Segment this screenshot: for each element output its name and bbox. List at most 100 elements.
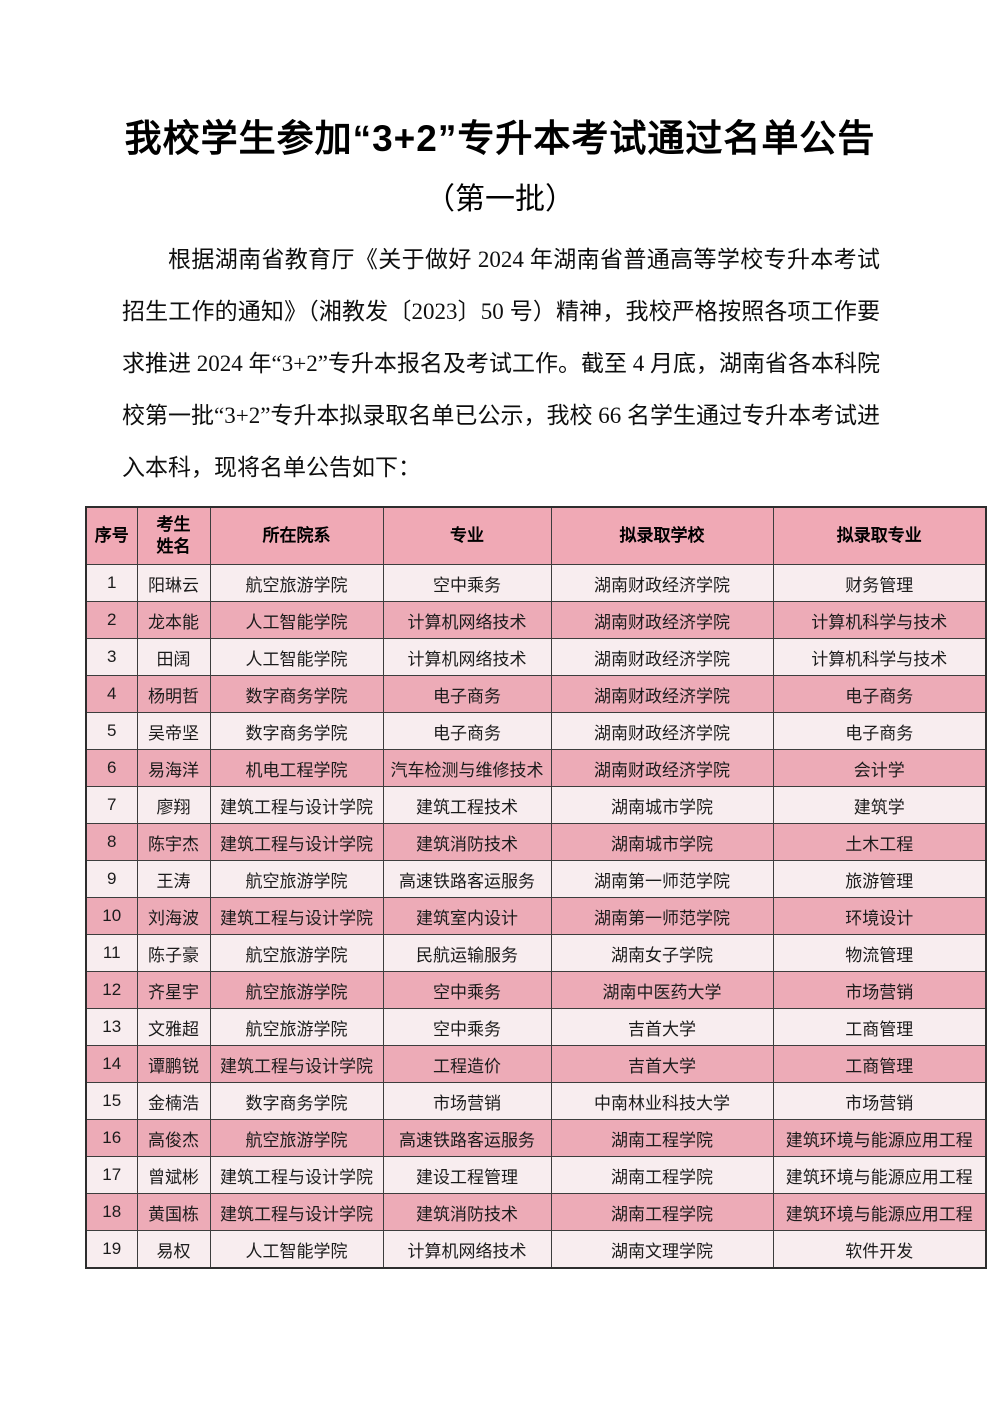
table-cell: 陈子豪 [136, 934, 211, 972]
table-row: 12 齐星宇 航空旅游学院 空中乘务 湖南中医药大学 市场营销 [85, 971, 987, 1009]
table-cell: 湖南财政经济学院 [550, 638, 774, 676]
table-cell: 电子商务 [382, 675, 552, 713]
table-row: 2 龙本能 人工智能学院 计算机网络技术 湖南财政经济学院 计算机科学与技术 [85, 601, 987, 639]
table-cell: 19 [85, 1230, 138, 1269]
table-cell: 计算机网络技术 [382, 1230, 552, 1269]
table-cell: 航空旅游学院 [209, 860, 384, 898]
table-cell: 9 [85, 860, 138, 898]
table-cell: 杨明哲 [136, 675, 211, 713]
table-cell: 齐星宇 [136, 971, 211, 1009]
table-cell: 数字商务学院 [209, 712, 384, 750]
table-header-cell: 拟录取学校 [550, 506, 774, 565]
table-cell: 建筑环境与能源应用工程 [772, 1119, 987, 1157]
table-row: 9 王涛 航空旅游学院 高速铁路客运服务 湖南第一师范学院 旅游管理 [85, 860, 987, 898]
table-cell: 金楠浩 [136, 1082, 211, 1120]
table-cell: 湖南城市学院 [550, 823, 774, 861]
table-cell: 市场营销 [772, 1082, 987, 1120]
table-cell: 计算机网络技术 [382, 601, 552, 639]
table-cell: 建筑环境与能源应用工程 [772, 1193, 987, 1231]
table-cell: 物流管理 [772, 934, 987, 972]
table-row: 13 文雅超 航空旅游学院 空中乘务 吉首大学 工商管理 [85, 1008, 987, 1046]
table-cell: 建筑工程与设计学院 [209, 897, 384, 935]
table-cell: 13 [85, 1008, 138, 1046]
table-cell: 建筑学 [772, 786, 987, 824]
table-cell: 17 [85, 1156, 138, 1194]
table-cell: 旅游管理 [772, 860, 987, 898]
table-cell: 高速铁路客运服务 [382, 1119, 552, 1157]
table-row: 10 刘海波 建筑工程与设计学院 建筑室内设计 湖南第一师范学院 环境设计 [85, 897, 987, 935]
table-cell: 湖南第一师范学院 [550, 860, 774, 898]
table-cell: 湖南中医药大学 [550, 971, 774, 1009]
table-cell: 易权 [136, 1230, 211, 1269]
table-cell: 电子商务 [382, 712, 552, 750]
table-cell: 湖南城市学院 [550, 786, 774, 824]
table-header: 序号 考生 姓名 所在院系 专业 拟录取学校 拟录取专业 [85, 506, 987, 565]
table-cell: 5 [85, 712, 138, 750]
table-cell: 湖南财政经济学院 [550, 675, 774, 713]
table-row: 15 金楠浩 数字商务学院 市场营销 中南林业科技大学 市场营销 [85, 1082, 987, 1120]
admission-results-table: 序号 考生 姓名 所在院系 专业 拟录取学校 拟录取专业 1 阳琳云 航空旅游学院 空中乘务 湖南… [85, 506, 987, 1269]
table-cell: 1 [85, 564, 138, 602]
table-cell: 工程造价 [382, 1045, 552, 1083]
table-cell: 黄国栋 [136, 1193, 211, 1231]
table-cell: 工商管理 [772, 1045, 987, 1083]
table-cell: 建筑工程与设计学院 [209, 1045, 384, 1083]
table-cell: 15 [85, 1082, 138, 1120]
table-cell: 空中乘务 [382, 564, 552, 602]
page-title: 我校学生参加“3+2”专升本考试通过名单公告 [124, 118, 876, 159]
table-cell: 高俊杰 [136, 1119, 211, 1157]
table-cell: 人工智能学院 [209, 1230, 384, 1269]
table-cell: 航空旅游学院 [209, 971, 384, 1009]
table-cell: 王涛 [136, 860, 211, 898]
table-cell: 吉首大学 [550, 1008, 774, 1046]
table-cell: 建设工程管理 [382, 1156, 552, 1194]
table-row: 18 黄国栋 建筑工程与设计学院 建筑消防技术 湖南工程学院 建筑环境与能源应用工程 [85, 1193, 987, 1231]
table-header-cell: 专业 [382, 506, 552, 565]
table-cell: 7 [85, 786, 138, 824]
table-cell: 16 [85, 1119, 138, 1157]
table-cell: 吴帝坚 [136, 712, 211, 750]
table-row: 3 田阔 人工智能学院 计算机网络技术 湖南财政经济学院 计算机科学与技术 [85, 638, 987, 676]
table-cell: 环境设计 [772, 897, 987, 935]
table-cell: 湖南财政经济学院 [550, 564, 774, 602]
table-cell: 人工智能学院 [209, 601, 384, 639]
table-cell: 建筑消防技术 [382, 823, 552, 861]
table-cell: 吉首大学 [550, 1045, 774, 1083]
table-cell: 工商管理 [772, 1008, 987, 1046]
table-cell: 高速铁路客运服务 [382, 860, 552, 898]
table-cell: 龙本能 [136, 601, 211, 639]
table-cell: 2 [85, 601, 138, 639]
table-header-cell: 拟录取专业 [772, 506, 987, 565]
table-cell: 建筑消防技术 [382, 1193, 552, 1231]
table-row: 16 高俊杰 航空旅游学院 高速铁路客运服务 湖南工程学院 建筑环境与能源应用工程 [85, 1119, 987, 1157]
table-cell: 数字商务学院 [209, 675, 384, 713]
table-cell: 财务管理 [772, 564, 987, 602]
table-cell: 空中乘务 [382, 971, 552, 1009]
table-header-row: 序号 考生 姓名 所在院系 专业 拟录取学校 拟录取专业 [85, 506, 987, 565]
table-row: 1 阳琳云 航空旅游学院 空中乘务 湖南财政经济学院 财务管理 [85, 564, 987, 602]
table-cell: 易海洋 [136, 749, 211, 787]
table-cell: 民航运输服务 [382, 934, 552, 972]
table-cell: 4 [85, 675, 138, 713]
table-header-cell: 考生 姓名 [136, 506, 211, 565]
table-cell: 会计学 [772, 749, 987, 787]
table-cell: 机电工程学院 [209, 749, 384, 787]
table-row: 19 易权 人工智能学院 计算机网络技术 湖南文理学院 软件开发 [85, 1230, 987, 1269]
table-cell: 湖南工程学院 [550, 1119, 774, 1157]
table-cell: 土木工程 [772, 823, 987, 861]
table-cell: 数字商务学院 [209, 1082, 384, 1120]
table-cell: 人工智能学院 [209, 638, 384, 676]
table-cell: 汽车检测与维修技术 [382, 749, 552, 787]
table-cell: 电子商务 [772, 712, 987, 750]
intro-paragraph: 根据湖南省教育厅《关于做好 2024 年湖南省普通高等学校专升本考试招生工作的通… [122, 247, 880, 480]
table-cell: 文雅超 [136, 1008, 211, 1046]
table-body: 1 阳琳云 航空旅游学院 空中乘务 湖南财政经济学院 财务管理 2 龙本能 人工智能学院 计算机网… [85, 564, 987, 1269]
document-page: 我校学生参加“3+2”专升本考试通过名单公告 （第一批） 根据湖南省教育厅《关于… [85, 118, 987, 1269]
table-cell: 航空旅游学院 [209, 1008, 384, 1046]
table-cell: 中南林业科技大学 [550, 1082, 774, 1120]
table-cell: 航空旅游学院 [209, 1119, 384, 1157]
table-cell: 计算机网络技术 [382, 638, 552, 676]
table-row: 8 陈宇杰 建筑工程与设计学院 建筑消防技术 湖南城市学院 土木工程 [85, 823, 987, 861]
table-cell: 建筑室内设计 [382, 897, 552, 935]
table-row: 14 谭鹏锐 建筑工程与设计学院 工程造价 吉首大学 工商管理 [85, 1045, 987, 1083]
